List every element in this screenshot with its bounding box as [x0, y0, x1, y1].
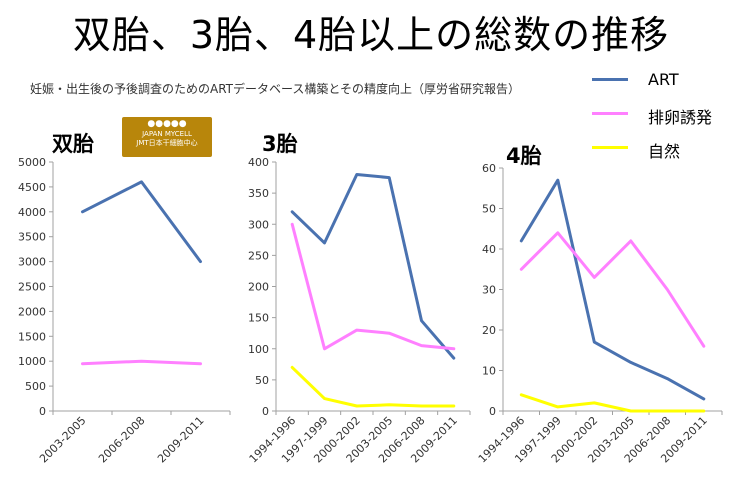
y-tick-label: 10: [482, 365, 496, 378]
y-tick-label: 300: [248, 218, 269, 231]
series-line: [519, 231, 706, 348]
y-tick-label: 250: [248, 249, 269, 262]
logo-line2: JMT日本干細胞中心: [136, 139, 198, 147]
series-line: [81, 359, 202, 366]
y-tick-label: 30: [482, 284, 496, 297]
y-tick-label: 350: [248, 187, 269, 200]
y-tick-label: 0: [262, 405, 269, 418]
y-tick-label: 4500: [18, 181, 46, 194]
y-tick-label: 1000: [18, 355, 46, 368]
legend-swatch: [592, 146, 628, 149]
y-tick-label: 0: [39, 405, 46, 418]
legend-label: 排卵誘発: [648, 108, 713, 127]
series-line: [290, 222, 456, 351]
x-tick-label: 2009-2011: [155, 414, 207, 466]
logo: ●●●●● JAPAN MYCELL JMT日本干細胞中心: [122, 117, 212, 157]
chart-title-twins: 双胎: [52, 132, 94, 156]
x-tick-label: 2003-2005: [37, 414, 89, 466]
chart-title-quads: 4胎: [506, 144, 542, 168]
y-tick-label: 100: [248, 343, 269, 356]
y-tick-label: 400: [248, 156, 269, 169]
series-line: [290, 365, 456, 408]
chart-title-triplets: 3胎: [262, 132, 298, 156]
y-tick-label: 60: [482, 162, 496, 175]
y-tick-label: 0: [489, 405, 496, 418]
logo-emblem-icon: ●●●●●: [147, 119, 187, 129]
y-tick-label: 50: [255, 374, 269, 387]
y-tick-label: 200: [248, 281, 269, 294]
legend-swatch: [592, 78, 628, 81]
y-tick-label: 1500: [18, 330, 46, 343]
legend-label: 自然: [648, 142, 681, 161]
legend-label: ART: [648, 70, 679, 89]
legend-swatch: [592, 112, 628, 115]
y-tick-label: 3500: [18, 231, 46, 244]
series-line: [519, 393, 706, 413]
x-tick-label: 2006-2008: [96, 414, 148, 466]
page-title: 双胎、3胎、4胎以上の総数の推移: [72, 13, 670, 57]
source-note: 妊娠・出生後の予後調査のためのARTデータベース構築とその精度向上（厚労省研究報…: [30, 82, 521, 96]
y-tick-label: 2500: [18, 281, 46, 294]
series-line: [290, 173, 456, 360]
series-line: [519, 178, 706, 401]
y-tick-label: 500: [25, 380, 46, 393]
y-tick-label: 2000: [18, 305, 46, 318]
y-tick-label: 5000: [18, 156, 46, 169]
y-tick-label: 40: [482, 243, 496, 256]
y-tick-label: 50: [482, 203, 496, 216]
y-tick-label: 3000: [18, 256, 46, 269]
logo-line1: JAPAN MYCELL: [142, 130, 192, 138]
series-line: [81, 180, 202, 264]
y-tick-label: 20: [482, 324, 496, 337]
y-tick-label: 150: [248, 312, 269, 325]
y-tick-label: 4000: [18, 206, 46, 219]
